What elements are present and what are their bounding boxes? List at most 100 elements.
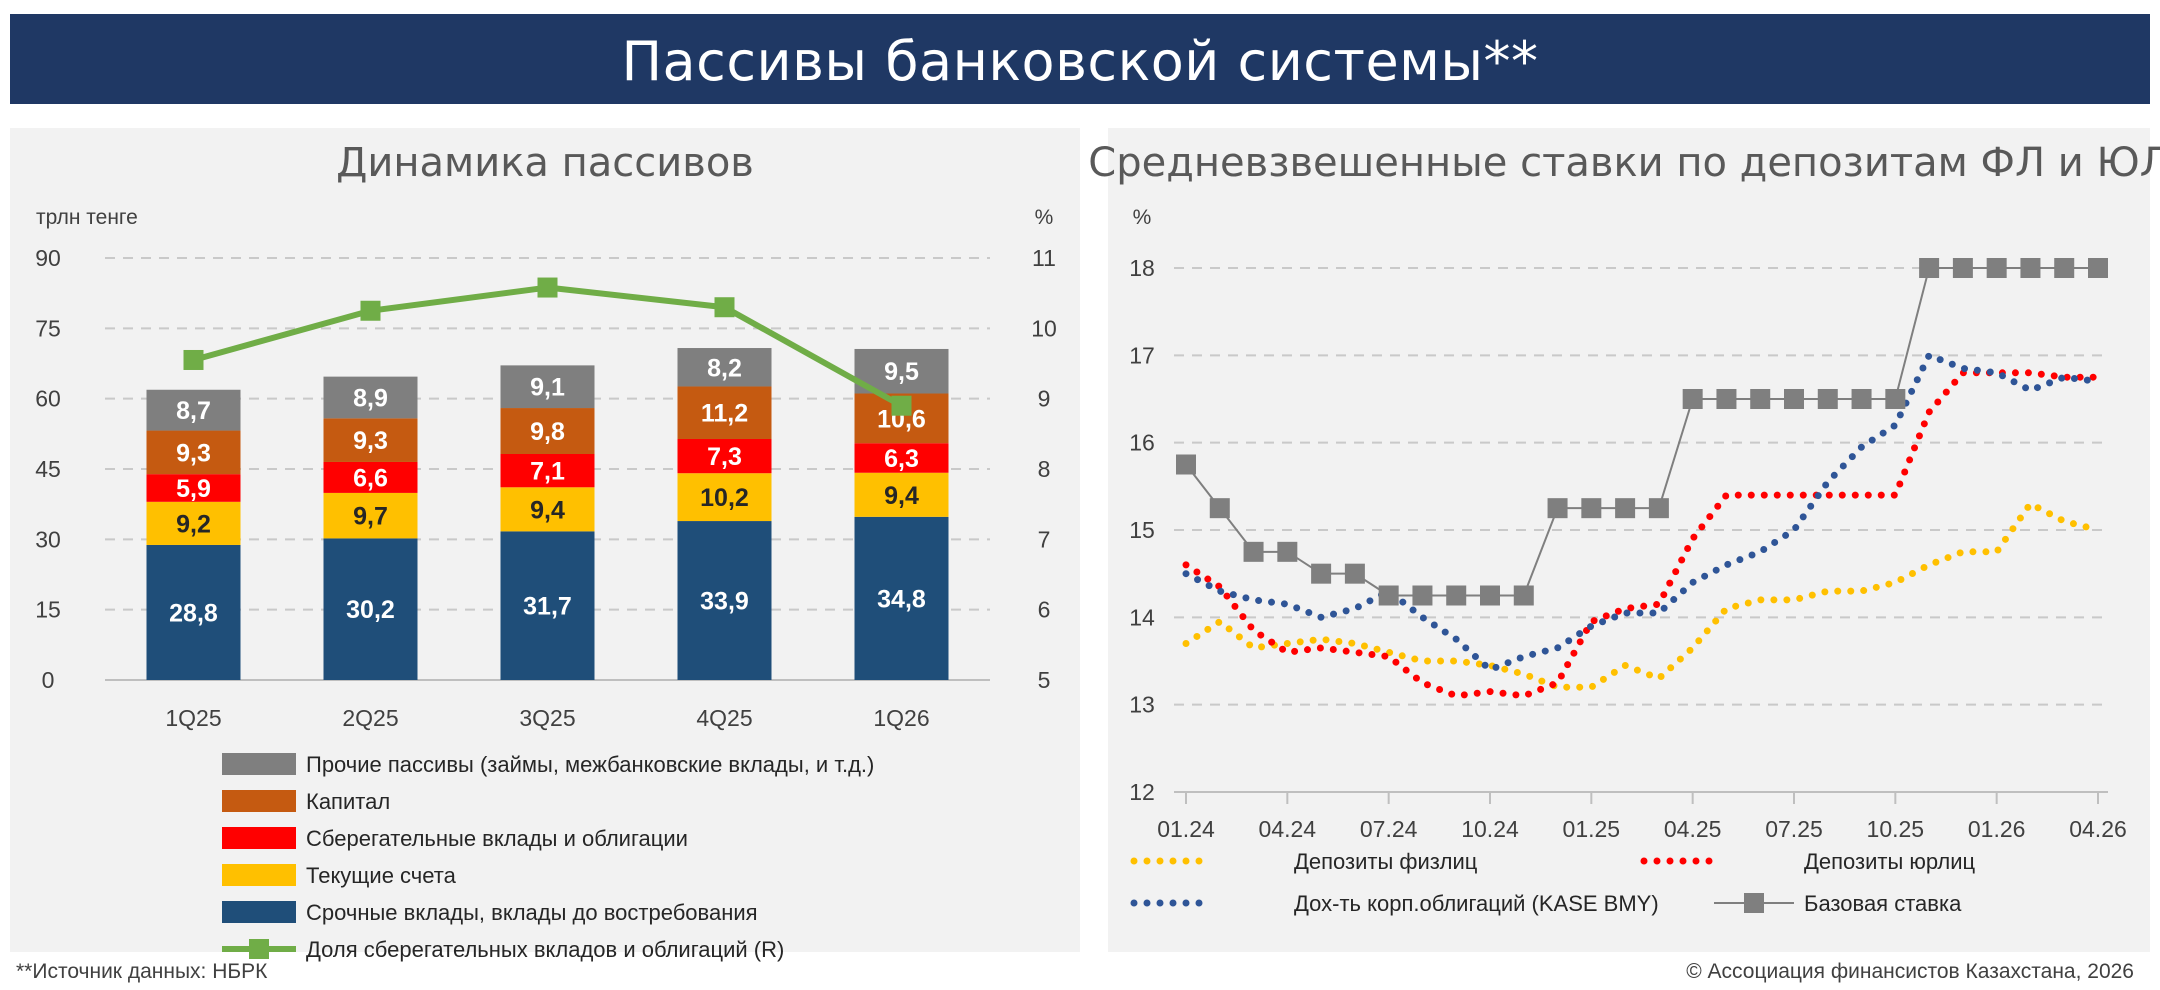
bar-data-label: 9,5 (884, 358, 919, 386)
share-line-marker (183, 349, 204, 370)
x-tick-label: 10.25 (1867, 816, 1925, 842)
x-tick-label: 04.25 (1664, 816, 1722, 842)
y-tick-label: 90 (35, 245, 61, 271)
bar-data-label: 7,1 (530, 458, 565, 486)
legend-label: Капитал (306, 789, 390, 814)
deposit-rates-chart-panel: Средневзвешенные ставки по депозитам ФЛ … (1088, 128, 2160, 952)
share-line-marker (537, 277, 558, 298)
y-tick-label: 75 (35, 315, 61, 341)
y-tick-label: 30 (35, 526, 61, 552)
bar-data-label: 28,8 (169, 599, 218, 627)
bar-data-label: 31,7 (523, 593, 572, 621)
bar-segment (677, 438, 772, 474)
title-banner: Пассивы банковской системы** (10, 14, 2150, 104)
y2-tick-label: 6 (1038, 597, 1051, 623)
legend-line-marker (249, 939, 269, 959)
bar-segment (323, 538, 418, 680)
bar-data-label: 34,8 (877, 585, 926, 613)
legend-swatch (222, 753, 296, 775)
base-rate-marker (1682, 389, 1703, 409)
x-tick-label: 07.24 (1360, 816, 1418, 842)
bar-segment (146, 474, 241, 502)
y-tick-label: 15 (1129, 517, 1155, 543)
y2-tick-label: 7 (1038, 526, 1051, 552)
legend-label: Текущие счета (306, 863, 457, 888)
base-rate-marker (1817, 389, 1838, 409)
x-tick-label: 2Q25 (342, 705, 398, 731)
bar-segment (500, 487, 595, 532)
bar-segment (854, 472, 949, 517)
bar-segment (323, 461, 418, 493)
y-tick-label: 14 (1129, 604, 1155, 630)
legend-label: Депозиты юрлиц (1804, 849, 1976, 874)
y-tick-label: 60 (35, 386, 61, 412)
y2-tick-label: 10 (1031, 315, 1057, 341)
bar-data-label: 5,9 (176, 475, 211, 503)
deposit-rates-chart: Средневзвешенные ставки по депозитам ФЛ … (1088, 140, 2160, 916)
bar-data-label: 9,4 (530, 496, 565, 524)
y-axis-label: % (1133, 206, 1152, 229)
bar-segment (500, 453, 595, 488)
y-tick-label: 45 (35, 456, 61, 482)
bar-data-label: 7,3 (707, 443, 742, 471)
base-rate-marker (2054, 258, 2075, 278)
bar-data-label: 8,7 (176, 397, 211, 425)
x-tick-label: 10.24 (1461, 816, 1519, 842)
x-tick-label: 4Q25 (696, 705, 752, 731)
x-tick-label: 01.25 (1563, 816, 1621, 842)
x-tick-label: 04.26 (2069, 816, 2127, 842)
legend-label: Срочные вклады, вклады до востребования (306, 900, 758, 925)
bar-data-label: 33,9 (700, 588, 749, 616)
y-tick-label: 16 (1129, 430, 1155, 456)
base-rate-marker (2088, 258, 2108, 278)
base-rate-marker (1581, 498, 1602, 519)
y-tick-label: 12 (1129, 779, 1155, 805)
y-tick-label: 18 (1129, 255, 1155, 281)
bar-segment (677, 521, 772, 680)
bar-data-label: 9,7 (353, 503, 388, 531)
x-tick-label: 01.26 (1968, 816, 2026, 842)
legend-label: Базовая ставка (1804, 891, 1962, 916)
base-rate-marker (1243, 541, 1264, 562)
footer-source: **Источник данных: НБРК (16, 960, 268, 983)
liabilities-chart-panel: Динамика пассивов трлн тенге% 0 15 30 45 60 75 9… (10, 128, 1080, 962)
base-rate-marker (1919, 258, 1940, 278)
base-rate-marker (1750, 389, 1771, 409)
base-rate-marker (1176, 454, 1196, 475)
bar-segment (323, 492, 418, 539)
bar-data-label: 30,2 (346, 596, 395, 624)
base-rate-marker (1648, 498, 1669, 519)
base-rate-marker (1851, 389, 1872, 409)
legend-label: Прочие пассивы (займы, межбанковские вкл… (306, 752, 874, 777)
y2-tick-label: 9 (1038, 386, 1051, 412)
base-rate-marker (1446, 585, 1467, 606)
base-rate-marker (1277, 541, 1298, 562)
x-tick-label: 3Q25 (519, 705, 575, 731)
bar-segment (323, 376, 418, 419)
rate-series-line (1182, 369, 2102, 700)
bar-data-label: 9,8 (530, 418, 565, 446)
base-rate-marker (1344, 563, 1365, 584)
legend-marker (1744, 893, 1764, 913)
y-tick-label: 15 (35, 597, 61, 623)
bar-segment (854, 443, 949, 473)
base-rate-marker (1885, 389, 1906, 409)
legend-swatch (222, 827, 296, 849)
base-rate-marker (2020, 258, 2041, 278)
bar-data-label: 8,2 (707, 354, 742, 382)
legend-label: Депозиты физлиц (1294, 849, 1478, 874)
bar-segment (323, 418, 418, 462)
bar-data-label: 8,9 (353, 384, 388, 412)
y2-axis-label: % (1035, 206, 1054, 229)
rate-series-line (1182, 500, 2102, 691)
bar-segment (677, 473, 772, 522)
legend-label: Доля сберегательных вкладов и облигаций … (306, 937, 784, 962)
y2-tick-label: 5 (1038, 667, 1051, 693)
y2-tick-label: 11 (1032, 245, 1056, 271)
y-tick-label: 13 (1129, 692, 1155, 718)
x-tick-label: 01.24 (1157, 816, 1215, 842)
bar-segment (500, 531, 595, 680)
y-tick-label: 17 (1129, 342, 1155, 368)
base-rate-marker (1209, 498, 1230, 519)
